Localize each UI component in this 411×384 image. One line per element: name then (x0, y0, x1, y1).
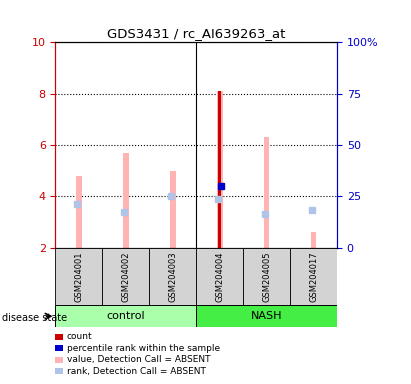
Bar (264, 137, 270, 248)
Text: GSM204002: GSM204002 (121, 251, 130, 302)
Text: GSM204001: GSM204001 (74, 251, 83, 302)
Bar (149, 248, 196, 305)
Bar (290, 248, 337, 305)
Text: rank, Detection Call = ABSENT: rank, Detection Call = ABSENT (67, 367, 206, 376)
Text: GSM204017: GSM204017 (309, 251, 318, 302)
Bar (170, 170, 175, 248)
Text: disease state: disease state (2, 313, 67, 323)
Title: GDS3431 / rc_AI639263_at: GDS3431 / rc_AI639263_at (107, 26, 286, 40)
Bar (217, 91, 222, 248)
Text: count: count (67, 332, 92, 341)
Text: GSM204005: GSM204005 (262, 251, 271, 302)
Text: GSM204004: GSM204004 (215, 251, 224, 302)
Bar (55, 305, 196, 327)
Bar (102, 248, 149, 305)
Bar (196, 305, 337, 327)
Text: percentile rank within the sample: percentile rank within the sample (67, 344, 220, 353)
Text: NASH: NASH (251, 311, 282, 321)
Bar (55, 248, 102, 305)
Bar (196, 248, 243, 305)
Bar (218, 91, 221, 248)
Text: control: control (106, 311, 145, 321)
Bar (311, 232, 316, 248)
Text: GSM204003: GSM204003 (168, 251, 177, 302)
Bar (243, 248, 290, 305)
Text: value, Detection Call = ABSENT: value, Detection Call = ABSENT (67, 355, 210, 364)
Bar (76, 176, 82, 248)
Bar (123, 153, 129, 248)
